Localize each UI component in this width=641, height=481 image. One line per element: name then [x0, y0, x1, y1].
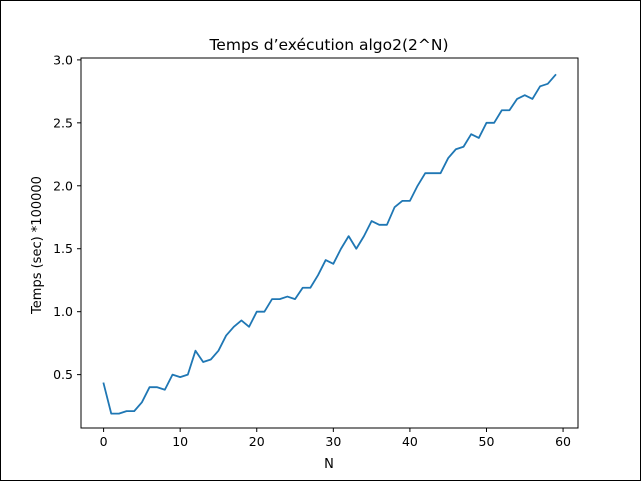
x-tick-label: 60 [555, 434, 571, 449]
x-tick-label: 20 [249, 434, 265, 449]
x-tick-label: 0 [100, 434, 108, 449]
y-tick-label: 2.5 [53, 115, 73, 130]
chart-title: Temps d’exécution algo2(2^N) [208, 36, 448, 54]
y-axis-label: Temps (sec) *100000 [30, 176, 45, 315]
x-tick-label: 30 [325, 434, 341, 449]
plot-area: 0 10 20 30 40 50 60 0.5 1.0 1.5 2.0 2.5 3.0 [53, 52, 579, 449]
x-axis-label: N [324, 457, 334, 472]
x-tick-label: 50 [479, 434, 495, 449]
y-tick-label: 1.5 [53, 241, 73, 256]
x-tick-label: 40 [402, 434, 418, 449]
y-tick-label: 2.0 [53, 178, 73, 193]
series-line-0 [102, 73, 557, 415]
y-tick-label: 3.0 [53, 52, 73, 67]
y-tick-label: 1.0 [53, 304, 73, 319]
y-tick-label: 0.5 [53, 367, 73, 382]
x-tick-label: 10 [172, 434, 188, 449]
axes-frame [80, 57, 579, 429]
